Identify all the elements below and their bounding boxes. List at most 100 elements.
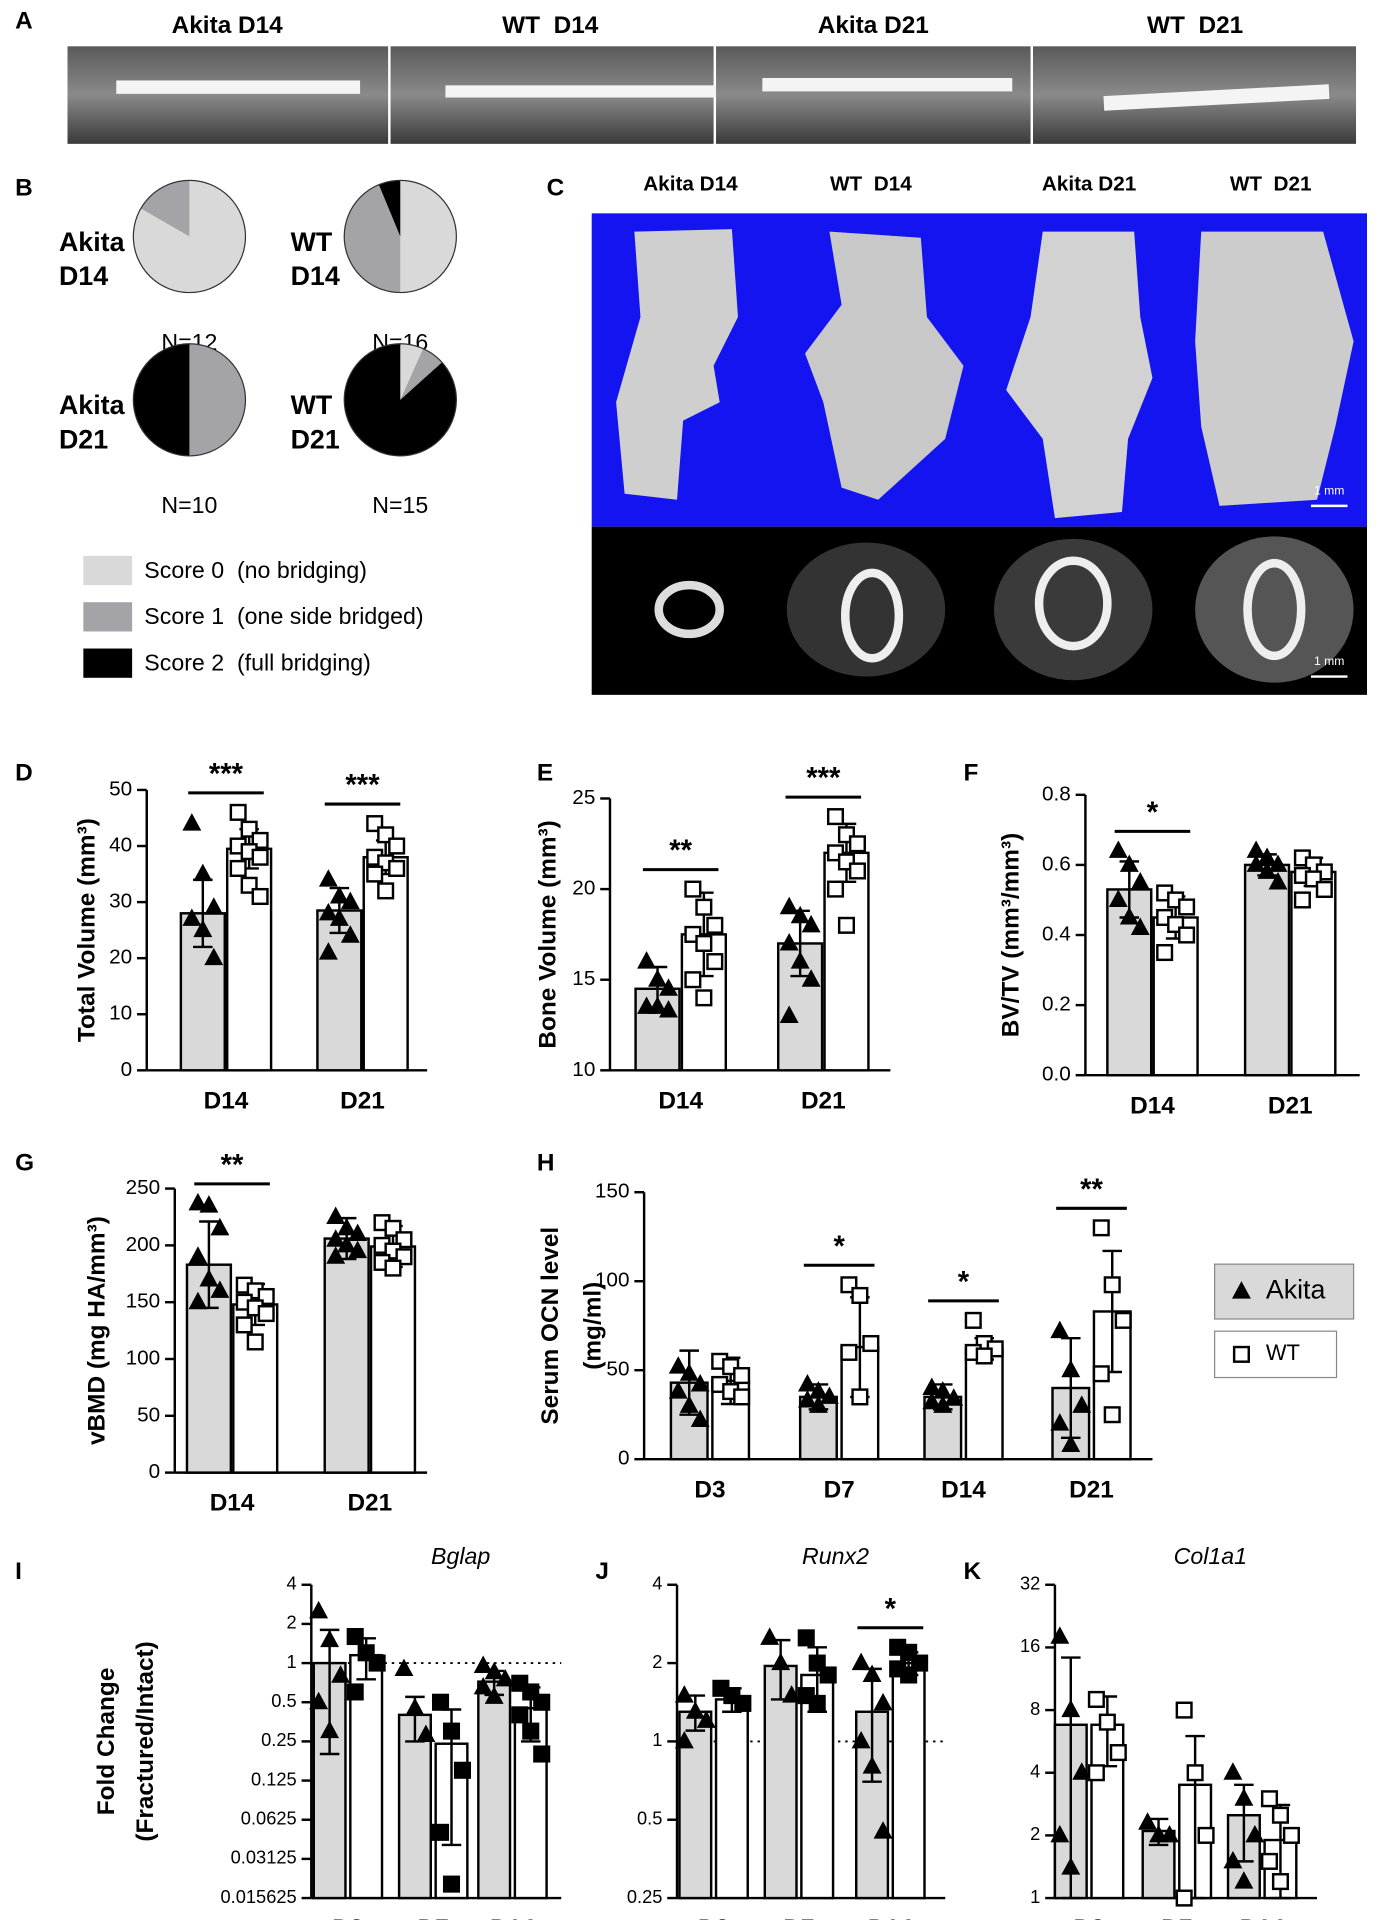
y-tick-label: 0.25 xyxy=(627,1886,663,1907)
data-point xyxy=(659,1000,678,1018)
data-point xyxy=(1156,944,1174,962)
panel-label: E xyxy=(537,760,553,787)
data-point xyxy=(933,1395,953,1413)
data-point xyxy=(1175,1701,1193,1719)
data-point xyxy=(511,1706,529,1724)
data-point xyxy=(348,1223,368,1242)
panel-label: A xyxy=(15,7,33,34)
data-point xyxy=(337,1217,357,1236)
panel-label: B xyxy=(15,174,33,201)
data-point xyxy=(495,1668,515,1687)
data-point xyxy=(1160,1824,1179,1843)
panel-label: D xyxy=(15,760,33,787)
data-point xyxy=(416,1724,436,1743)
x-tick-label: D14 xyxy=(490,1915,535,1920)
y-tick-label: 0 xyxy=(618,1447,630,1470)
pie-outline xyxy=(132,179,247,294)
data-point xyxy=(210,1217,230,1236)
bar xyxy=(1092,1310,1132,1461)
y-tick-label: 20 xyxy=(109,946,132,969)
x-tick-label: D14 xyxy=(1130,1092,1175,1119)
data-point xyxy=(1061,1699,1081,1718)
data-point xyxy=(964,1311,982,1329)
data-point xyxy=(684,880,702,898)
x-tick-label: D3 xyxy=(698,1915,729,1920)
x-tick-label: D7 xyxy=(824,1476,855,1503)
data-point xyxy=(204,897,224,915)
pie-title: Akita xyxy=(59,227,126,257)
x-tick-label: D21 xyxy=(340,1087,385,1114)
data-point xyxy=(706,916,724,934)
image-caption: WT D14 xyxy=(830,173,912,196)
pie-title: D21 xyxy=(59,424,108,454)
scale-label: 1 mm xyxy=(1314,654,1344,668)
pie-note: N=10 xyxy=(161,492,217,518)
data-point xyxy=(1245,1824,1265,1843)
data-point xyxy=(1072,1762,1092,1780)
significance-label: * xyxy=(885,1593,897,1625)
data-point xyxy=(193,863,213,882)
data-point xyxy=(862,1334,880,1353)
data-point xyxy=(733,1388,751,1406)
data-point xyxy=(229,859,247,877)
data-point xyxy=(1087,1764,1105,1782)
data-point xyxy=(900,1666,918,1684)
image-caption: WT D21 xyxy=(1230,173,1312,196)
y-tick-label: 10 xyxy=(109,1002,132,1025)
data-point xyxy=(1271,1806,1289,1824)
data-point xyxy=(326,1229,346,1247)
pie-outline xyxy=(343,179,457,294)
data-point xyxy=(826,880,845,898)
data-point xyxy=(1149,1824,1169,1843)
data-point xyxy=(533,1745,551,1763)
data-point xyxy=(251,887,269,906)
pie-outline xyxy=(343,343,457,457)
data-point xyxy=(1260,1852,1279,1870)
data-point xyxy=(734,1694,752,1712)
data-point xyxy=(394,1658,414,1677)
data-point xyxy=(944,1388,964,1406)
data-point xyxy=(1072,1395,1092,1413)
bar xyxy=(179,912,226,1072)
pie-slice xyxy=(378,180,401,237)
y-tick-label: 0.2 xyxy=(1042,993,1071,1016)
y-tick-label: 32 xyxy=(1020,1573,1040,1594)
data-point xyxy=(797,1629,815,1647)
data-point xyxy=(1257,861,1277,879)
data-point xyxy=(801,914,821,933)
data-point xyxy=(182,813,202,831)
panel-label: F xyxy=(964,760,979,787)
data-point xyxy=(674,1685,694,1703)
y-tick-label: 0.6 xyxy=(1042,852,1071,875)
data-point xyxy=(1108,840,1128,858)
panel-label: K xyxy=(964,1558,982,1585)
data-point xyxy=(442,1875,461,1893)
significance-label: ** xyxy=(221,1150,244,1182)
data-point xyxy=(1103,1276,1121,1294)
y-tick-label: 2 xyxy=(652,1651,662,1672)
data-point xyxy=(1282,1826,1300,1844)
x-tick-label: D7 xyxy=(418,1915,449,1920)
y-tick-label: 4 xyxy=(652,1573,662,1594)
data-point xyxy=(331,1665,351,1683)
x-tick-label: D21 xyxy=(347,1490,392,1517)
data-point xyxy=(808,1395,828,1413)
data-point xyxy=(1109,1744,1127,1762)
pie-slice xyxy=(133,180,246,293)
data-point xyxy=(1268,871,1288,890)
data-point xyxy=(706,953,724,971)
data-point xyxy=(922,1391,942,1410)
y-tick-label: 200 xyxy=(126,1233,161,1256)
y-tick-label: 30 xyxy=(109,890,132,913)
y-tick-label: 1 xyxy=(1030,1886,1040,1907)
data-point xyxy=(188,1246,208,1264)
significance-label: * xyxy=(833,1231,845,1263)
image-caption: Akita D21 xyxy=(1042,173,1136,196)
x-tick-label: D21 xyxy=(1069,1476,1114,1503)
data-point xyxy=(473,1655,493,1673)
data-point xyxy=(848,835,866,853)
data-point xyxy=(1108,889,1128,907)
microct-images xyxy=(591,213,1368,695)
data-point xyxy=(340,891,360,910)
